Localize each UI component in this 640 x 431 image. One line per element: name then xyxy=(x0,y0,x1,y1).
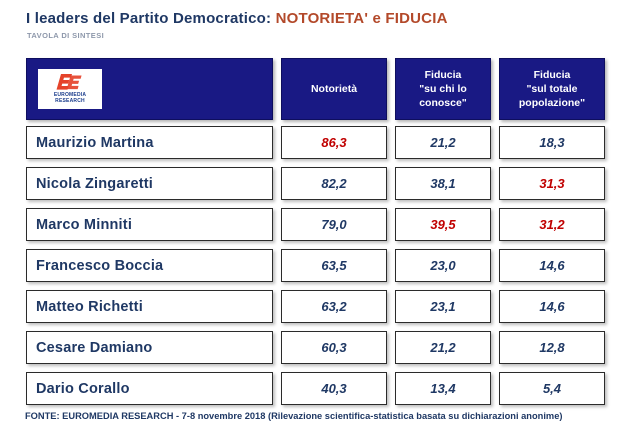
fiducia-conosce-value-cell: 39,5 xyxy=(395,208,491,241)
notorieta-value-cell: 79,0 xyxy=(281,208,387,241)
fiducia-totale-value-cell: 18,3 xyxy=(499,126,605,159)
page-title-highlight: NOTORIETA' e FIDUCIA xyxy=(275,10,448,27)
fiducia-conosce-value-cell: 23,0 xyxy=(395,249,491,282)
notorieta-value-cell: 82,2 xyxy=(281,167,387,200)
column-header-fiducia-conosce: Fiducia "su chi lo conosce" xyxy=(395,58,491,120)
table-body: Maurizio Martina 86,3 21,2 18,3 Nicola Z… xyxy=(26,126,605,405)
column-header-notorieta: Notorietà xyxy=(281,58,387,120)
leader-name-cell: Marco Minniti xyxy=(26,208,273,241)
notorieta-value-cell: 60,3 xyxy=(281,331,387,364)
fiducia-conosce-value-cell: 21,2 xyxy=(395,126,491,159)
fiducia-conosce-value-cell: 13,4 xyxy=(395,372,491,405)
logo-brand-line2: RESEARCH xyxy=(55,98,85,104)
notorieta-value-cell: 86,3 xyxy=(281,126,387,159)
table-header-row: EUROMEDIA RESEARCH Notorietà Fiducia "su… xyxy=(26,58,605,120)
page-title: I leaders del Partito Democratico: NOTOR… xyxy=(26,10,448,27)
table-row: Matteo Richetti 63,2 23,1 14,6 xyxy=(26,290,605,323)
leader-name-cell: Nicola Zingaretti xyxy=(26,167,273,200)
fiducia-conosce-value-cell: 23,1 xyxy=(395,290,491,323)
fiducia-totale-value-cell: 5,4 xyxy=(499,372,605,405)
source-note: FONTE: EUROMEDIA RESEARCH - 7-8 novembre… xyxy=(25,411,563,421)
notorieta-value-cell: 63,2 xyxy=(281,290,387,323)
fiducia-conosce-value-cell: 21,2 xyxy=(395,331,491,364)
fiducia-totale-value-cell: 31,3 xyxy=(499,167,605,200)
table-row: Maurizio Martina 86,3 21,2 18,3 xyxy=(26,126,605,159)
fiducia-totale-value-cell: 31,2 xyxy=(499,208,605,241)
table-row: Cesare Damiano 60,3 21,2 12,8 xyxy=(26,331,605,364)
logo-header-cell: EUROMEDIA RESEARCH xyxy=(26,58,273,120)
fiducia-totale-value-cell: 14,6 xyxy=(499,249,605,282)
summary-table: EUROMEDIA RESEARCH Notorietà Fiducia "su… xyxy=(26,58,605,413)
fiducia-conosce-value-cell: 38,1 xyxy=(395,167,491,200)
fiducia-totale-value-cell: 14,6 xyxy=(499,290,605,323)
page-title-main: I leaders del Partito Democratico: xyxy=(26,10,276,27)
leader-name-cell: Francesco Boccia xyxy=(26,249,273,282)
table-row: Nicola Zingaretti 82,2 38,1 31,3 xyxy=(26,167,605,200)
leader-name-cell: Dario Corallo xyxy=(26,372,273,405)
euromedia-double-e-icon xyxy=(56,74,82,90)
euromedia-logo: EUROMEDIA RESEARCH xyxy=(38,69,102,109)
leader-name-cell: Matteo Richetti xyxy=(26,290,273,323)
page-subtitle: TAVOLA DI SINTESI xyxy=(27,31,105,40)
notorieta-value-cell: 63,5 xyxy=(281,249,387,282)
table-row: Dario Corallo 40,3 13,4 5,4 xyxy=(26,372,605,405)
table-row: Marco Minniti 79,0 39,5 31,2 xyxy=(26,208,605,241)
notorieta-value-cell: 40,3 xyxy=(281,372,387,405)
leader-name-cell: Maurizio Martina xyxy=(26,126,273,159)
leader-name-cell: Cesare Damiano xyxy=(26,331,273,364)
table-row: Francesco Boccia 63,5 23,0 14,6 xyxy=(26,249,605,282)
logo-brand-line1: EUROMEDIA xyxy=(53,92,87,98)
column-header-fiducia-totale: Fiducia "sul totale popolazione" xyxy=(499,58,605,120)
fiducia-totale-value-cell: 12,8 xyxy=(499,331,605,364)
